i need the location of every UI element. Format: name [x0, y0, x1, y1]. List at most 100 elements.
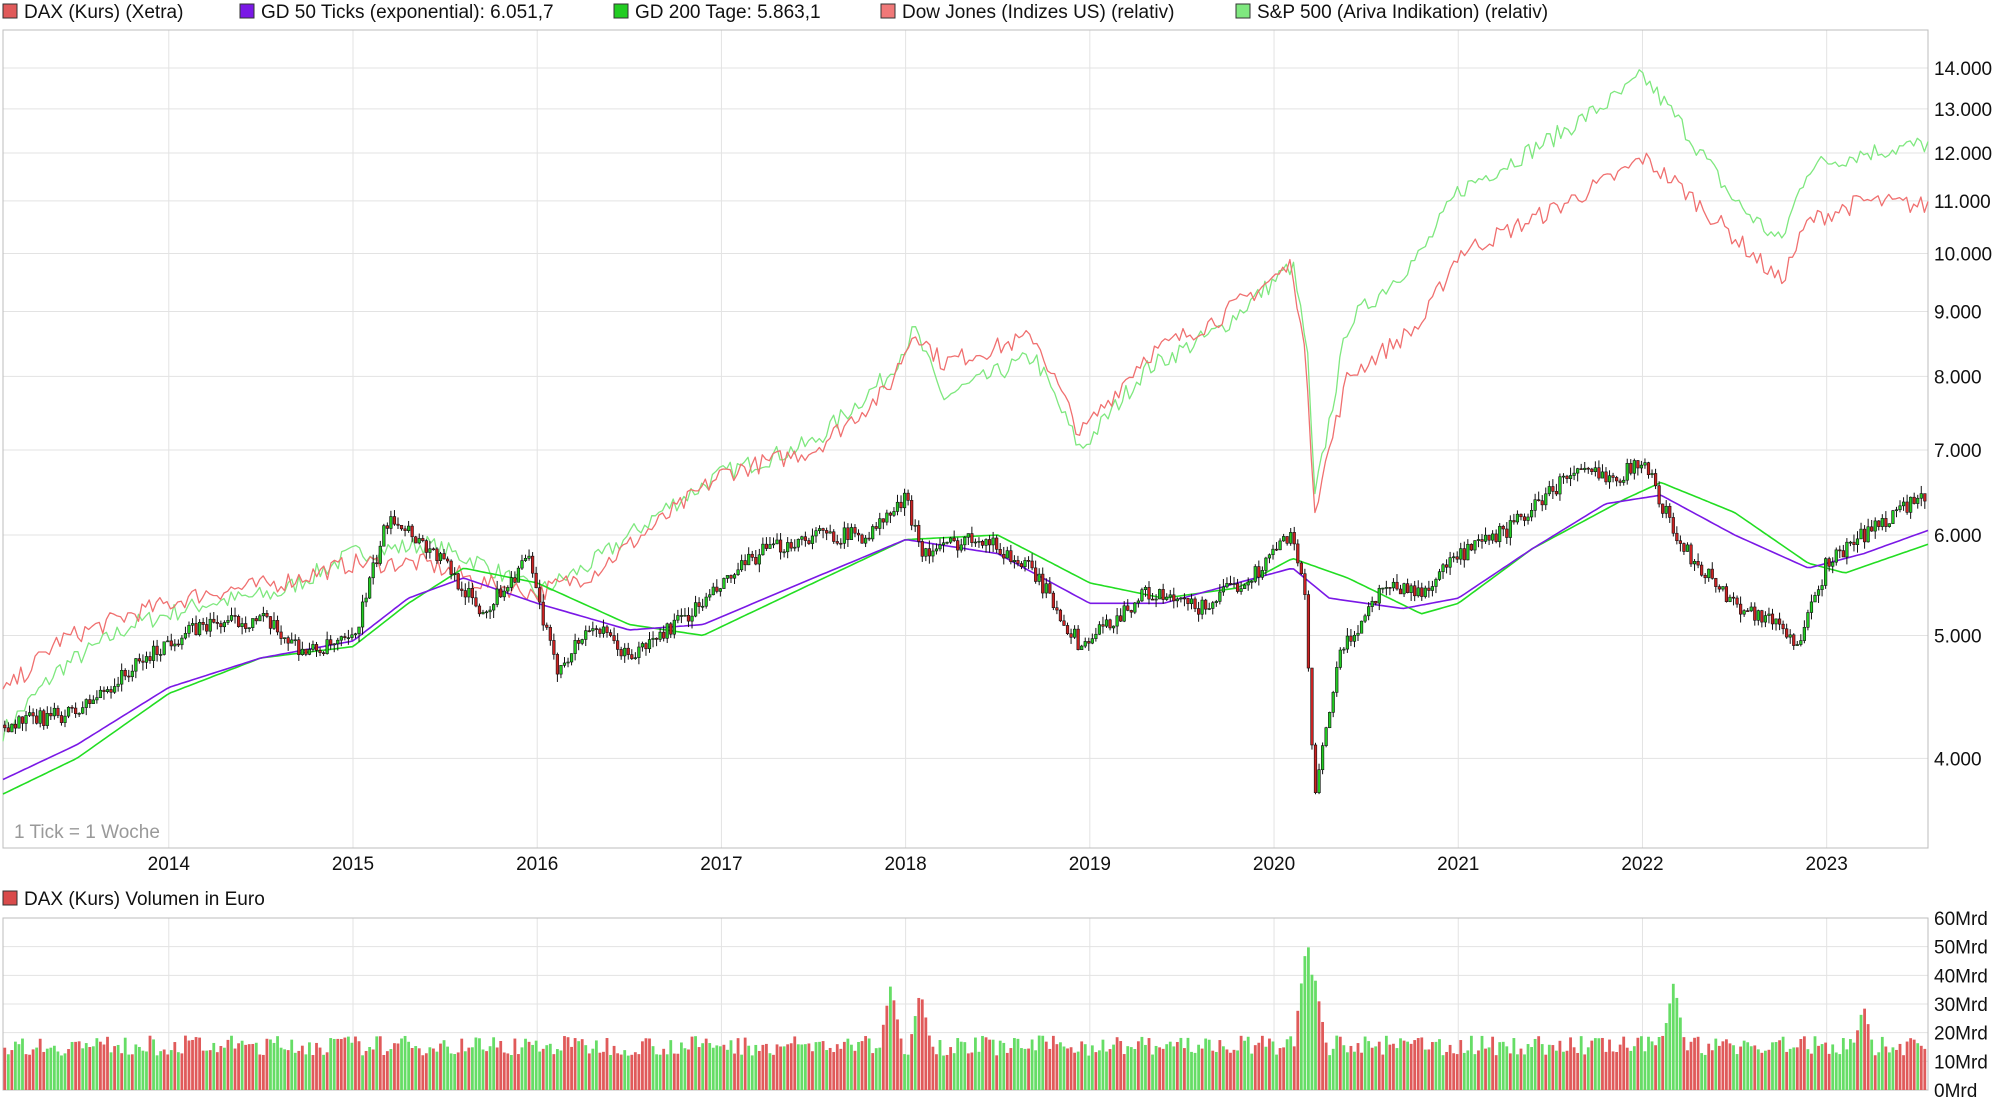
price-tick-label: 12.000 [1934, 144, 1992, 165]
volume-bar [1919, 1045, 1923, 1090]
candle-body [1090, 638, 1094, 644]
volume-bar [1441, 1055, 1445, 1090]
volume-bar [818, 1041, 821, 1090]
volume-bar [382, 1055, 386, 1090]
price-tick-label: 14.000 [1934, 59, 1992, 80]
candle-body [1111, 625, 1116, 629]
candle-body [633, 657, 637, 659]
volume-bar [1778, 1040, 1781, 1090]
candle-body [300, 648, 304, 655]
volume-bar [1462, 1052, 1466, 1090]
candle-body [1664, 505, 1668, 514]
volume-bar [1753, 1045, 1757, 1090]
volume-bar [1041, 1035, 1045, 1090]
volume-bar [1080, 1041, 1084, 1090]
volume-bar [141, 1050, 145, 1090]
candle-body [1250, 581, 1254, 583]
candle-body [1519, 513, 1523, 518]
candle-body [74, 707, 78, 714]
candle-body [612, 635, 616, 642]
candle-body [934, 548, 939, 552]
candle-body [1005, 550, 1009, 559]
volume-bar [1657, 1037, 1661, 1090]
volume-bar [205, 1050, 209, 1090]
volume-bar [850, 1044, 853, 1090]
candle-body [1437, 571, 1442, 580]
volume-bar [1576, 1052, 1580, 1090]
candle-body [431, 548, 436, 551]
candle-body [1228, 583, 1233, 585]
volume-bar [1020, 1048, 1023, 1090]
volume-bar [1211, 1050, 1215, 1090]
candle-body [1158, 589, 1162, 600]
volume-bar [1147, 1038, 1151, 1090]
volume-bar [1551, 1045, 1555, 1090]
main-series-layer [2, 69, 1929, 795]
volume-bar [619, 1054, 623, 1090]
candle-body [718, 588, 722, 592]
candle-body [463, 590, 467, 598]
candle-body [1016, 560, 1020, 564]
candle-body [1278, 540, 1282, 551]
candle-body [1615, 477, 1619, 482]
candle-body [265, 612, 269, 617]
candle-body [307, 649, 312, 655]
candle-body [102, 689, 106, 692]
volume-bar [1870, 1039, 1874, 1090]
volume-bar [1703, 1054, 1707, 1090]
volume-bar [871, 1053, 875, 1090]
candle-body [1894, 509, 1899, 512]
volume-bar [977, 1051, 981, 1090]
volume-bar [1296, 1010, 1300, 1090]
candle-body [27, 712, 32, 716]
volume-bar [24, 1054, 28, 1090]
candle-body [1041, 573, 1045, 594]
volume-bar [1597, 1038, 1601, 1090]
candle-body [95, 697, 99, 701]
candle-body [1593, 467, 1597, 472]
volume-bar [123, 1037, 127, 1090]
volume-bar [1034, 1050, 1038, 1090]
year-tick-label: 2019 [1069, 854, 1111, 875]
candle-body [1675, 532, 1679, 542]
volume-bar [772, 1054, 775, 1090]
candle-body [750, 553, 754, 558]
volume-legend-swatch [2, 890, 18, 906]
volume-bar [1909, 1038, 1913, 1090]
candle-body [952, 537, 956, 541]
legend-label: DAX (Kurs) (Xetra) [24, 2, 183, 23]
candle-body [360, 601, 365, 628]
volume-bar [485, 1051, 488, 1090]
candle-body [1243, 584, 1247, 589]
volume-bar [432, 1048, 435, 1090]
volume-bar [1377, 1041, 1381, 1090]
candle-body [832, 531, 836, 542]
candle-body [268, 616, 273, 629]
candle-body [1742, 610, 1746, 615]
price-axis: 4.000 5.000 6.000 7.000 8.000 9.000 10.000 11.0… [1934, 59, 1992, 770]
volume-bar [1232, 1049, 1236, 1090]
volume-bar [1647, 1036, 1650, 1090]
volume-bar [449, 1053, 453, 1090]
candle-body [1901, 501, 1906, 507]
candle-body [1374, 600, 1378, 604]
candle-body [20, 716, 25, 724]
candle-body [1799, 640, 1803, 645]
volume-bar [1845, 1049, 1849, 1090]
volume-bar [297, 1050, 301, 1090]
candle-body [1544, 493, 1548, 506]
candle-body [325, 639, 329, 654]
candle-body [1413, 585, 1417, 597]
candle-body [1689, 544, 1693, 565]
volume-bar [917, 997, 921, 1090]
volume-bar [460, 1038, 464, 1090]
time-axis: 2014 2015 2016 2017 2018 2019 2020 2021 2022 2023 [148, 854, 1848, 875]
volume-bar [21, 1038, 24, 1090]
candle-body [1537, 499, 1541, 502]
volume-bar [988, 1039, 991, 1090]
candle-body [1193, 598, 1197, 609]
volume-bar [729, 1040, 733, 1090]
candle-body [800, 536, 804, 540]
candle-body [1898, 505, 1902, 511]
candle-body [1044, 583, 1048, 594]
